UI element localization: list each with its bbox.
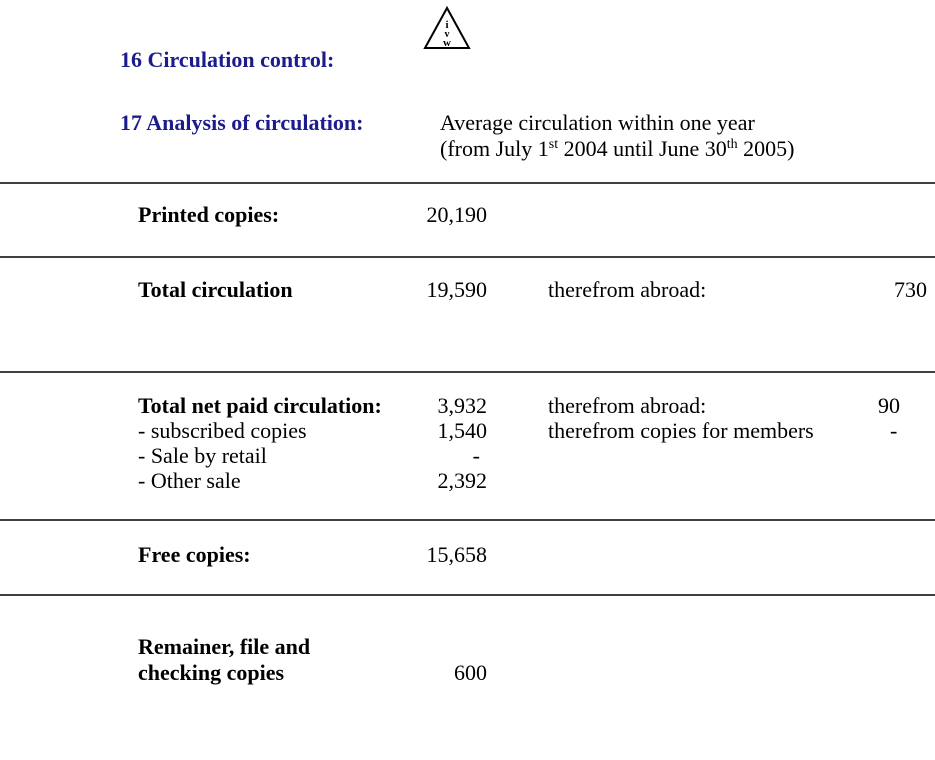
row-value: 15,658 bbox=[427, 542, 488, 567]
sub-label: - subscribed copies bbox=[138, 418, 307, 443]
sub-note-value: - bbox=[890, 418, 897, 443]
sub-label: - Sale by retail bbox=[138, 443, 267, 468]
logo-triangle bbox=[423, 5, 471, 49]
row-note-value: 90 bbox=[878, 393, 900, 418]
period-line: Average circulation within one year bbox=[440, 110, 755, 135]
logo-letter: v bbox=[445, 29, 450, 40]
row-value: 19,590 bbox=[427, 277, 488, 302]
row-note-value: 730 bbox=[894, 277, 927, 302]
row-value: 600 bbox=[454, 660, 487, 685]
row-label: checking copies bbox=[138, 660, 284, 685]
superscript: th bbox=[727, 137, 738, 152]
text: (from July 1 bbox=[440, 136, 549, 161]
logo-letter: i bbox=[445, 19, 448, 31]
period-line: (from July 1st 2004 until June 30th 2005… bbox=[440, 136, 795, 161]
row-label: Printed copies: bbox=[138, 202, 279, 227]
text: 2004 until June 30 bbox=[558, 136, 727, 161]
row-value: 3,932 bbox=[438, 393, 488, 418]
row-label: Remainer, file and bbox=[138, 634, 310, 659]
sub-label: - Other sale bbox=[138, 468, 241, 493]
text: 2005) bbox=[738, 136, 795, 161]
row-note: therefrom abroad: bbox=[548, 393, 706, 418]
row-label: Total circulation bbox=[138, 277, 293, 302]
row-label: Free copies: bbox=[138, 542, 251, 567]
sub-note: therefrom copies for members bbox=[548, 418, 814, 443]
sub-value: 1,540 bbox=[438, 418, 488, 443]
superscript: st bbox=[549, 137, 558, 152]
ivw-logo: i v w bbox=[423, 5, 471, 49]
sub-value: 2,392 bbox=[438, 468, 488, 493]
row-label: Total net paid circulation: bbox=[138, 393, 382, 418]
heading: 17 Analysis of circulation: bbox=[120, 110, 363, 135]
row-note: therefrom abroad: bbox=[548, 277, 706, 302]
logo-letter: w bbox=[443, 37, 451, 49]
sub-value: - bbox=[473, 443, 480, 468]
heading: 16 Circulation control: bbox=[120, 47, 334, 72]
row-value: 20,190 bbox=[427, 202, 488, 227]
